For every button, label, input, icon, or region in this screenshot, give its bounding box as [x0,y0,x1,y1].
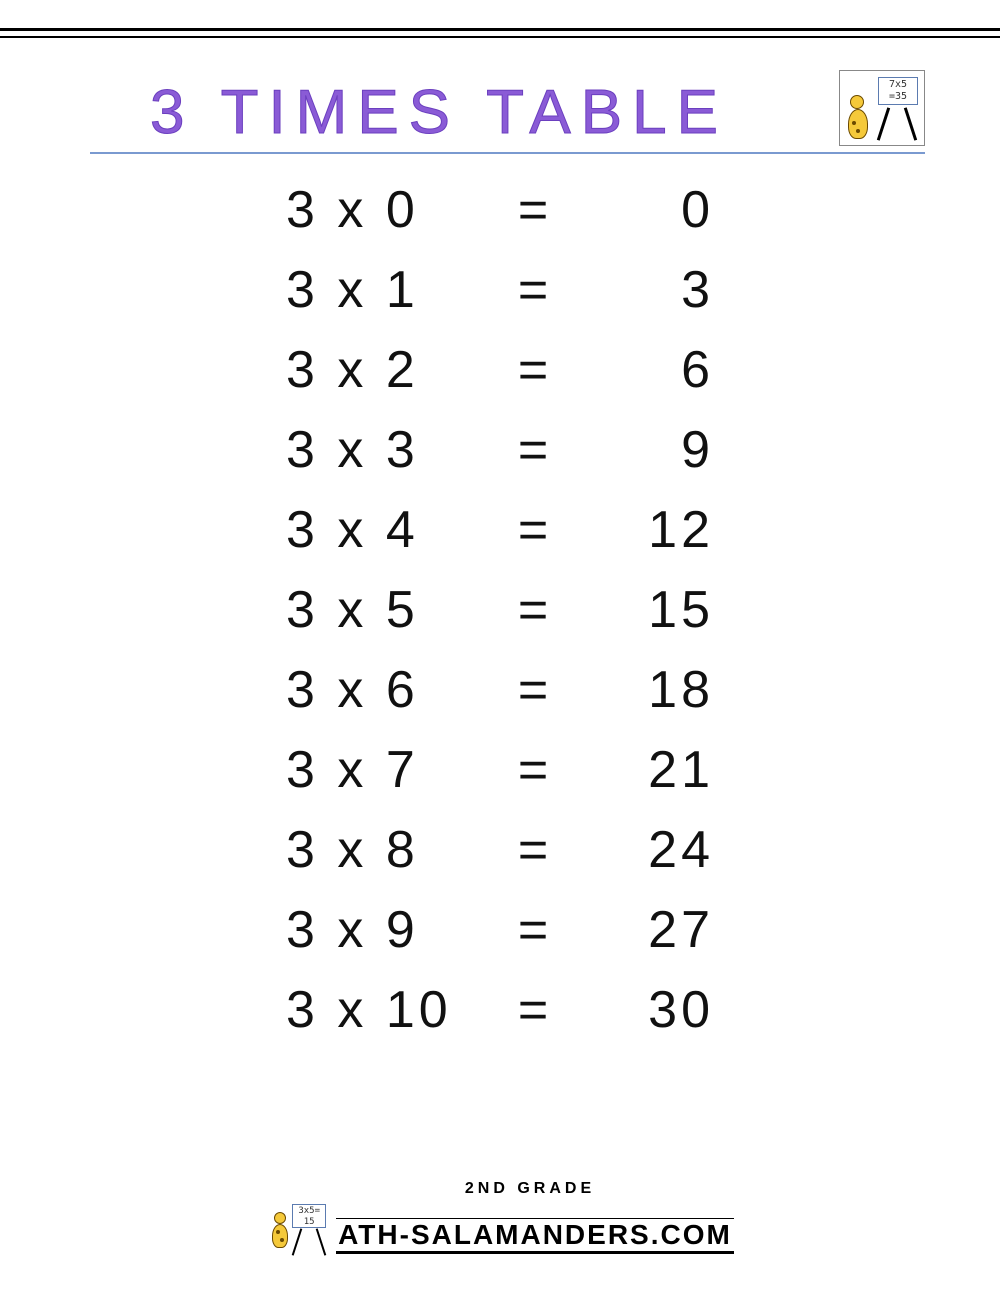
footer-logo: 3x5= 15 [266,1200,330,1254]
header-underline [90,152,925,154]
grade-label: 2ND GRADE [465,1180,595,1198]
worksheet-page: 3 TIMES TABLE 7x5 =35 3 x 0 = 0 3 x 1 = … [0,0,1000,1294]
footer: 2ND GRADE 3x5= 15 ATH-SALAMANDERS.COM [0,1180,1000,1254]
equation-lhs: 3 x 1 [286,260,476,320]
equation-lhs: 3 x 7 [286,740,476,800]
easel-legs-icon [880,107,914,141]
easel-legs-icon [294,1228,324,1256]
equation-lhs: 3 x 9 [286,900,476,960]
equation-eq: = [500,740,570,800]
equation-eq: = [500,180,570,240]
times-table: 3 x 0 = 0 3 x 1 = 3 3 x 2 = 6 3 x 3 = 9 … [286,180,714,1040]
equation-eq: = [500,260,570,320]
brand-row: 3x5= 15 ATH-SALAMANDERS.COM [266,1200,734,1254]
equation-rhs: 21 [594,740,714,800]
equation-rhs: 0 [594,180,714,240]
equation-eq: = [500,660,570,720]
salamander-icon [844,99,880,143]
equation-lhs: 3 x 6 [286,660,476,720]
equation-rhs: 12 [594,500,714,560]
equation-rhs: 9 [594,420,714,480]
equation-eq: = [500,420,570,480]
equation-rhs: 24 [594,820,714,880]
equation-eq: = [500,900,570,960]
equation-rhs: 18 [594,660,714,720]
equation-lhs: 3 x 8 [286,820,476,880]
equation-rhs: 3 [594,260,714,320]
equation-lhs: 3 x 3 [286,420,476,480]
easel-board-icon: 7x5 =35 [878,77,918,105]
times-table-container: 3 x 0 = 0 3 x 1 = 3 3 x 2 = 6 3 x 3 = 9 … [0,180,1000,1040]
equation-rhs: 30 [594,980,714,1040]
equation-rhs: 6 [594,340,714,400]
equation-rhs: 15 [594,580,714,640]
equation-rhs: 27 [594,900,714,960]
top-rule-thick [0,28,1000,31]
header-logo: 7x5 =35 [839,70,925,146]
equation-eq: = [500,500,570,560]
header: 3 TIMES TABLE 7x5 =35 [90,55,925,150]
equation-lhs: 3 x 4 [286,500,476,560]
equation-eq: = [500,820,570,880]
equation-eq: = [500,340,570,400]
equation-lhs: 3 x 0 [286,180,476,240]
equation-lhs: 3 x 10 [286,980,476,1040]
page-title: 3 TIMES TABLE [150,77,728,148]
equation-eq: = [500,580,570,640]
equation-eq: = [500,980,570,1040]
equation-lhs: 3 x 5 [286,580,476,640]
top-rule-thin [0,36,1000,38]
salamander-icon [268,1216,298,1252]
brand-text: ATH-SALAMANDERS.COM [336,1218,734,1254]
equation-lhs: 3 x 2 [286,340,476,400]
